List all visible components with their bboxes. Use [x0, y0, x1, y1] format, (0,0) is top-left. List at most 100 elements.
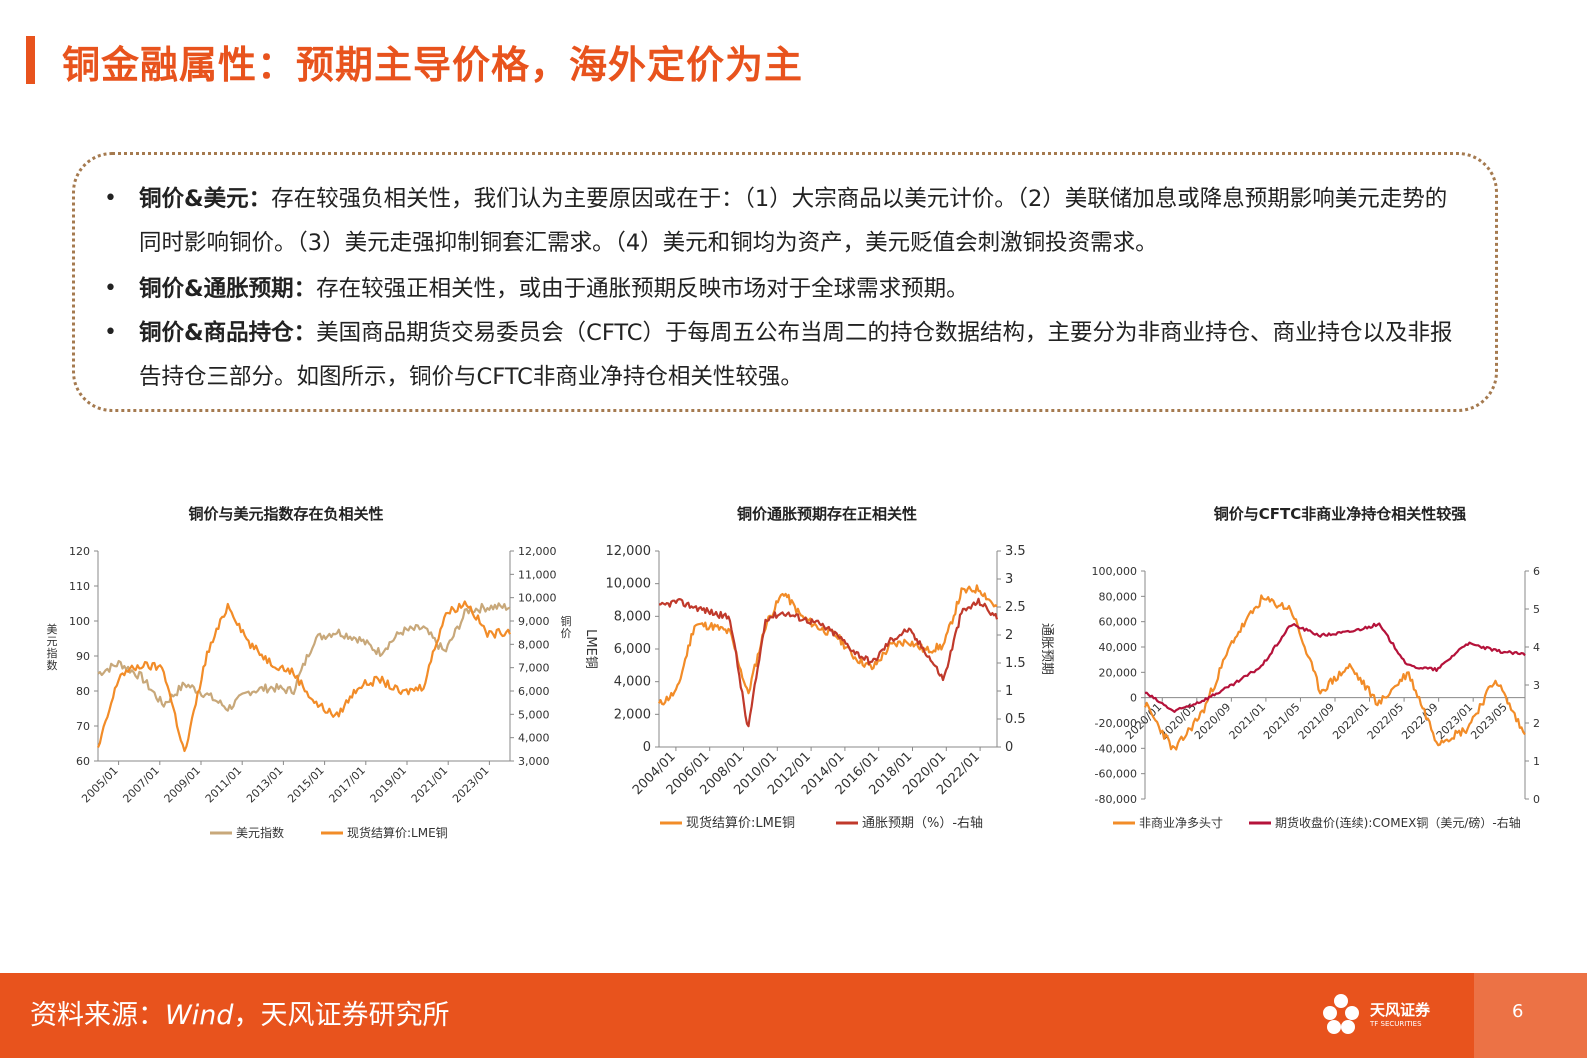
x-tick-label: 2021/01: [1227, 701, 1269, 743]
source-wind: Wind: [165, 1000, 234, 1031]
y-tick-label: 100: [69, 615, 90, 628]
y-tick-label: 6,000: [614, 642, 651, 657]
y2-tick-label: 4,000: [518, 732, 550, 745]
x-tick-label: 2023/01: [450, 764, 492, 806]
y2-tick-label: 1: [1005, 684, 1013, 699]
legend-label: 通胀预期（%）-右轴: [862, 816, 983, 831]
y-tick-label: 10,000: [606, 577, 652, 592]
bullet-text: 存在较强负相关性，我们认为主要原因或在于：（1）大宗商品以美元计价。（2）美联储…: [139, 186, 1448, 256]
x-tick-label: 2013/01: [244, 764, 286, 806]
y-tick-label: 70: [76, 720, 90, 733]
y2-tick-label: 0.5: [1005, 712, 1026, 727]
chart-inflation-copper: 铜价通胀预期存在正相关性 12,000 10,000 8,000 6,000 4,000 2…: [575, 495, 1075, 855]
logo-subtext: TF SECURITIES: [1370, 1020, 1422, 1028]
y2-tick-label: 10,000: [518, 592, 557, 605]
y2-axis-title: 通胀预期: [1039, 623, 1054, 675]
source-label: 资料来源：: [30, 1000, 165, 1031]
y2-tick-label: 3.5: [1005, 544, 1026, 559]
chart-title: 铜价与美元指数存在负相关性: [188, 505, 383, 523]
bullet-heading: 铜价&通胀预期：: [139, 276, 317, 302]
y-tick-label: 20,000: [1099, 666, 1138, 679]
x-tick-label: 2022/01: [1330, 701, 1372, 743]
series-line-1: [96, 600, 512, 753]
x-tick-label: 2019/01: [368, 764, 410, 806]
bullet-text: 存在较强正相关性，或由于通胀预期反映市场对于全球需求预期。: [316, 276, 969, 302]
bullet-positions: • 铜价&商品持仓：美国商品期货交易委员会（CFTC）于每周五公布当周二的持仓数…: [104, 311, 1465, 399]
x-tick-label: 2023/05: [1468, 701, 1510, 743]
title-accent-bar: [26, 36, 35, 84]
y2-tick-label: 9,000: [518, 615, 550, 628]
y-tick-label: 90: [76, 650, 90, 663]
bullet-usd: • 铜价&美元：存在较强负相关性，我们认为主要原因或在于：（1）大宗商品以美元计…: [104, 177, 1465, 265]
x-tick-label: 2017/01: [326, 764, 368, 806]
bullet-dot-icon: •: [104, 276, 117, 301]
x-tick-label: 2021/05: [1261, 701, 1303, 743]
y2-tick-label: 3: [1005, 572, 1013, 587]
y2-tick-label: 5: [1533, 603, 1540, 616]
y-axis-title: 美元指数: [47, 623, 58, 672]
y-axis-title: LME铜: [583, 629, 598, 669]
y-tick-label: -60,000: [1095, 768, 1137, 781]
series-line-0: [658, 584, 998, 706]
chart-title: 铜价与CFTC非商业净持仓相关性较强: [1214, 505, 1467, 523]
bullet-dot-icon: •: [104, 186, 117, 211]
y2-tick-label: 2: [1533, 717, 1540, 730]
y2-tick-label: 1.5: [1005, 656, 1026, 671]
bullet-heading: 铜价&美元：: [139, 186, 272, 212]
y2-tick-label: 12,000: [518, 545, 557, 558]
y-tick-label: -20,000: [1095, 717, 1137, 730]
y-tick-label: 8,000: [614, 609, 651, 624]
y2-tick-label: 11,000: [518, 568, 557, 581]
chart-usd-copper: 铜价与美元指数存在负相关性 120 110 100 90 80 70 60 12,000 11,0…: [40, 495, 572, 855]
y-tick-label: 40,000: [1099, 641, 1138, 654]
bullet-heading: 铜价&商品持仓：: [139, 320, 317, 346]
y2-tick-label: 2: [1005, 628, 1013, 643]
y2-tick-label: 7,000: [518, 662, 550, 675]
bullet-text: 美国商品期货交易委员会（CFTC）于每周五公布当周二的持仓数据结构，主要分为非商…: [139, 320, 1453, 390]
y2-axis-title: 铜价: [561, 614, 572, 640]
x-tick-label: 2021/09: [1296, 701, 1338, 743]
y2-tick-label: 2.5: [1005, 600, 1026, 615]
x-tick-label: 2005/01: [79, 764, 121, 806]
y-tick-label: 4,000: [614, 675, 651, 690]
y2-tick-label: 3,000: [518, 755, 550, 768]
y-tick-label: 80: [76, 685, 90, 698]
series-line-0: [97, 602, 511, 712]
y-tick-label: 2,000: [614, 707, 651, 722]
source-note: 资料来源：Wind，天风证券研究所: [30, 993, 449, 1032]
source-rest: ，天风证券研究所: [233, 1000, 450, 1031]
page-number: 6: [1512, 1001, 1524, 1022]
brand-logo: 天风证券 TF SECURITIES: [1318, 987, 1448, 1043]
y2-tick-label: 6: [1533, 565, 1540, 578]
bullet-inflation: • 铜价&通胀预期：存在较强正相关性，或由于通胀预期反映市场对于全球需求预期。: [104, 267, 1465, 311]
page-number-panel: [1474, 973, 1587, 1058]
x-tick-label: 2009/01: [162, 764, 204, 806]
x-tick-label: 2007/01: [120, 764, 162, 806]
y-tick-label: 60: [76, 755, 90, 768]
summary-box: • 铜价&美元：存在较强负相关性，我们认为主要原因或在于：（1）大宗商品以美元计…: [72, 152, 1498, 412]
y-tick-label: 12,000: [606, 544, 652, 559]
y-tick-label: 60,000: [1099, 616, 1138, 629]
y-tick-label: -40,000: [1095, 742, 1137, 755]
legend-label: 美元指数: [236, 825, 284, 840]
y-tick-label: -80,000: [1095, 793, 1137, 806]
series-line-1: [659, 597, 999, 728]
y2-tick-label: 6,000: [518, 685, 550, 698]
legend-label: 期货收盘价(连续):COMEX铜（美元/磅）-右轴: [1275, 815, 1521, 830]
x-tick-label: 2020/09: [1192, 701, 1234, 743]
bullet-dot-icon: •: [104, 320, 117, 345]
series-line-1: [1144, 622, 1526, 713]
y2-tick-label: 3: [1533, 679, 1540, 692]
chart-cftc-copper: 铜价与CFTC非商业净持仓相关性较强 100,000 80,000 60,000 40,…: [1075, 495, 1575, 855]
y-tick-label: 120: [69, 545, 90, 558]
y2-tick-label: 5,000: [518, 708, 550, 721]
legend-label: 现货结算价:LME铜: [686, 815, 795, 831]
y-tick-label: 100,000: [1092, 565, 1138, 578]
y2-tick-label: 0: [1533, 793, 1540, 806]
chart-title: 铜价通胀预期存在正相关性: [737, 505, 917, 523]
y-tick-label: 80,000: [1099, 590, 1138, 603]
x-tick-label: 2015/01: [285, 764, 327, 806]
y-tick-label: 0: [1130, 692, 1137, 705]
page-title: 铜金融属性：预期主导价格，海外定价为主: [62, 43, 804, 87]
flower-logo-icon: [1323, 994, 1359, 1034]
